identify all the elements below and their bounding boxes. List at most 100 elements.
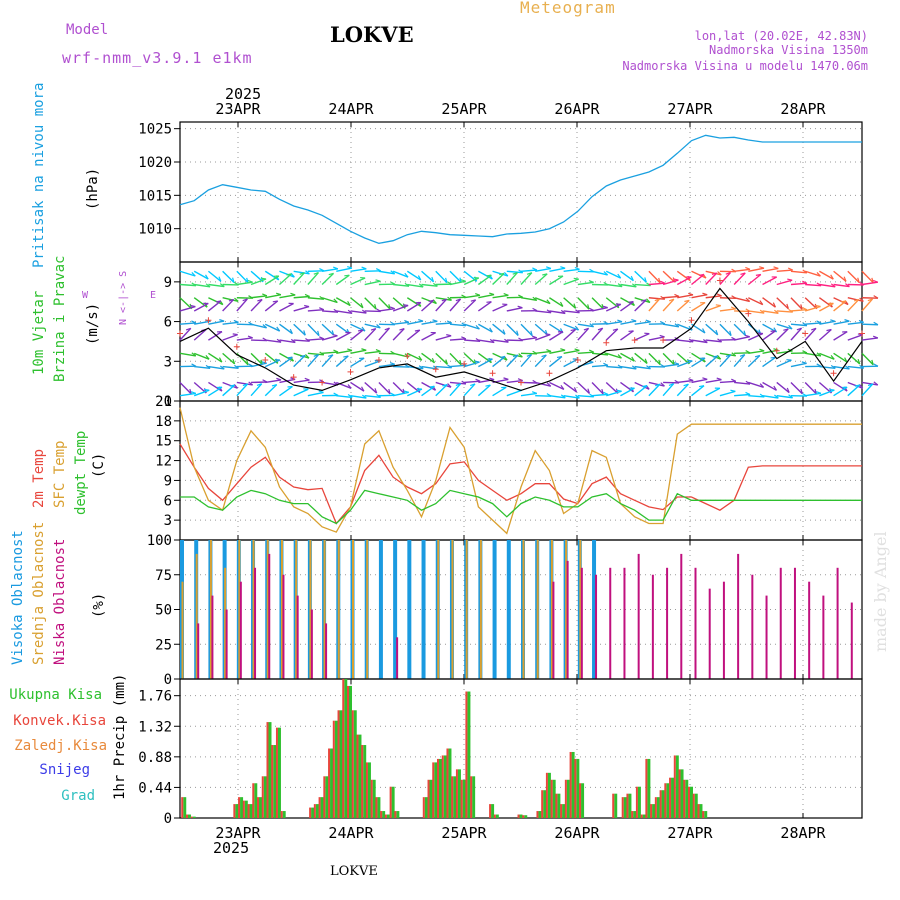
watermark: made by Angel — [871, 531, 890, 652]
wind-arrow — [478, 339, 495, 344]
wind-arrow — [492, 355, 506, 368]
wind-arrow-head — [499, 355, 506, 359]
low-cloud-bar — [197, 623, 200, 679]
wind-arrow — [734, 381, 751, 385]
wind-arrow-head — [219, 283, 225, 288]
wind-arrow — [719, 354, 732, 368]
precip-total-bar — [467, 691, 471, 818]
wind-arrow — [506, 270, 523, 274]
wind-arrow — [350, 357, 365, 368]
precip-legend-item: Ukupna Kisa — [9, 687, 102, 703]
precip-total-bar — [315, 804, 319, 818]
wind-arrow — [378, 363, 395, 368]
wind-arrow-head — [232, 359, 236, 365]
wind-arrow-head — [616, 389, 622, 392]
station-title: LOKVE — [330, 22, 414, 47]
wind-arrow — [222, 384, 236, 397]
wind-arrow — [677, 379, 694, 384]
wind-arrow — [236, 270, 249, 284]
wind-arrow — [378, 307, 395, 312]
mid-cloud-bar — [451, 540, 454, 679]
wind-arrow — [279, 385, 293, 397]
wind-arrow — [222, 270, 235, 284]
precip-conv-bar — [522, 815, 525, 818]
wind-arrow — [776, 323, 793, 330]
precip-total-bar — [557, 793, 561, 818]
wind-arrow — [634, 270, 647, 283]
wind-arrow — [833, 381, 848, 392]
wind-arrow — [250, 323, 267, 329]
wind-arrow — [790, 308, 807, 312]
precip-conv-bar — [574, 758, 577, 818]
wind-arrow-head — [242, 298, 248, 302]
wind-arrow — [520, 297, 537, 302]
wind-arrow — [861, 270, 874, 284]
wind-arrow-head — [583, 327, 589, 331]
wind-arrow-head — [531, 335, 538, 339]
wind-arrow — [322, 310, 339, 313]
wind-arrow — [222, 365, 239, 369]
wind-arrow-head — [744, 334, 750, 338]
wind-arrow — [691, 352, 706, 363]
low-cloud-bar — [211, 595, 214, 679]
wind-arrow — [563, 328, 577, 341]
wind-arrow-head — [428, 299, 434, 303]
wind-arrow — [819, 302, 834, 312]
wind-arrow-head — [786, 303, 789, 309]
wind-arrow — [421, 381, 436, 391]
wind-arrow — [861, 281, 878, 286]
wind-arrow-head — [716, 293, 722, 297]
wind-arrow — [321, 272, 335, 286]
low-cloud-bar — [310, 609, 313, 679]
precip-total-bar — [656, 797, 660, 818]
mid-cloud-bar — [266, 540, 269, 679]
wind-gust-marker — [319, 379, 326, 386]
wind-arrow-head — [787, 267, 793, 271]
wind-arrow-head — [602, 305, 608, 309]
wind-arrow — [463, 277, 480, 286]
wind-arrow-head — [347, 309, 353, 314]
wind-arrow-head — [370, 327, 376, 331]
precip-total-bar — [330, 748, 334, 818]
wind-arrow-head — [858, 319, 864, 323]
wind-arrow-head — [376, 394, 381, 398]
precip-conv-bar — [640, 814, 643, 818]
wind-arrow — [605, 303, 622, 312]
wind-arrow — [591, 270, 608, 276]
wind-arrow — [833, 331, 848, 341]
wind-arrow-head — [248, 381, 254, 386]
wind-arrow — [577, 323, 594, 328]
precip-conv-bar — [465, 691, 468, 818]
low-cloud-bar — [651, 574, 654, 679]
wind-arrow-head — [631, 356, 635, 362]
precip-legend: Ukupna Kisa Konvek.Kisa Zaledj.Kisa Snijeg G… — [9, 687, 107, 804]
wind-arrow — [236, 281, 253, 286]
precip-total-bar — [386, 814, 390, 818]
low-cloud-bar — [822, 595, 825, 679]
wind-arrow — [705, 352, 721, 360]
panel-frame — [179, 678, 863, 819]
wind-arrow — [520, 269, 538, 272]
wind-arrow-head — [830, 354, 835, 360]
wind-arrow — [648, 381, 665, 387]
wind-arrow — [833, 270, 847, 282]
wind-arrow-head — [830, 274, 834, 280]
wind-arrow — [861, 383, 874, 397]
wind-arrow — [364, 381, 378, 394]
wind-arrow — [179, 270, 196, 277]
wind-arrow — [563, 297, 577, 309]
wind-arrow — [719, 323, 732, 337]
wind-arrow-head — [261, 361, 267, 364]
wind-arrow-head — [470, 383, 476, 387]
wind-arrow — [293, 352, 310, 359]
wind-arrow — [435, 381, 452, 388]
wind-arrow — [833, 320, 850, 325]
wind-arrow — [336, 267, 353, 272]
wind-arrow — [819, 270, 834, 280]
wind-arrow-head — [546, 382, 552, 387]
wind-arrow-head — [228, 298, 234, 302]
wind-arrow — [421, 365, 438, 370]
wind-arrow — [250, 278, 267, 286]
wind-arrow-head — [319, 351, 325, 356]
precip-conv-bar — [545, 772, 548, 818]
